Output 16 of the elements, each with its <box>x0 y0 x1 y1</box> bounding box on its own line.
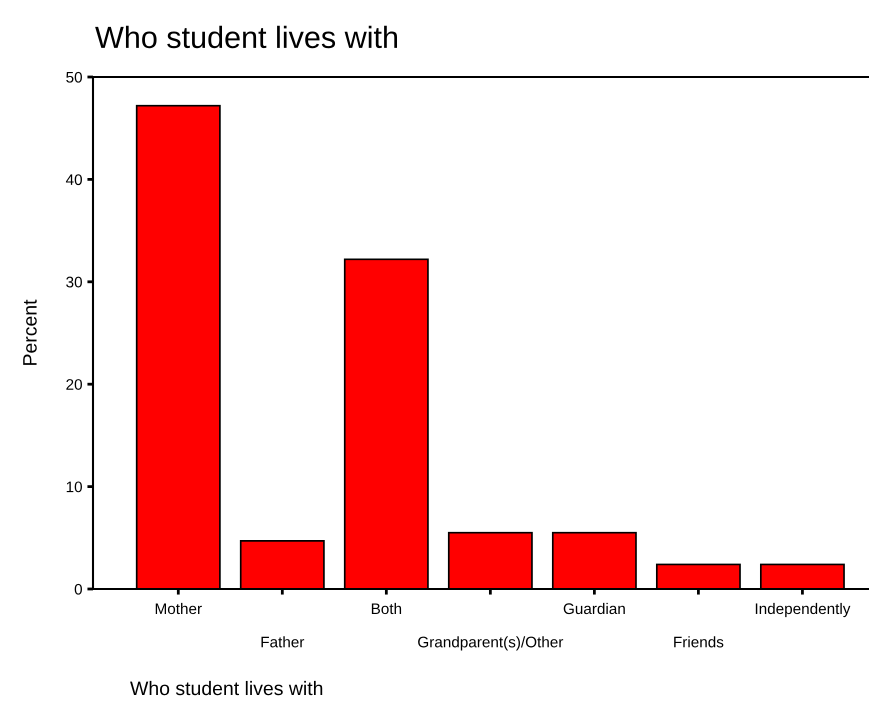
x-tick-label: Independently <box>756 602 850 618</box>
y-tick-label: 10 <box>66 481 82 492</box>
x-tick-label: Guardian <box>564 602 625 614</box>
chart-title: Who student lives with <box>95 26 398 48</box>
y-tick-label: 0 <box>74 584 82 595</box>
x-tick-label: Grandparent(s)/Other <box>418 636 564 650</box>
x-tick-label: Mother <box>156 602 202 614</box>
x-tick-label: Both <box>372 602 402 614</box>
y-tick-label: 50 <box>66 72 82 83</box>
y-axis-title: Percent <box>23 300 37 365</box>
x-tick-label: Father <box>261 636 304 648</box>
x-tick-label: Friends <box>674 636 724 648</box>
y-tick-label: 40 <box>66 174 82 186</box>
y-tick-label: 20 <box>66 379 82 390</box>
y-tick-label: 30 <box>66 276 82 288</box>
x-axis-title: Who student lives with <box>130 680 322 696</box>
